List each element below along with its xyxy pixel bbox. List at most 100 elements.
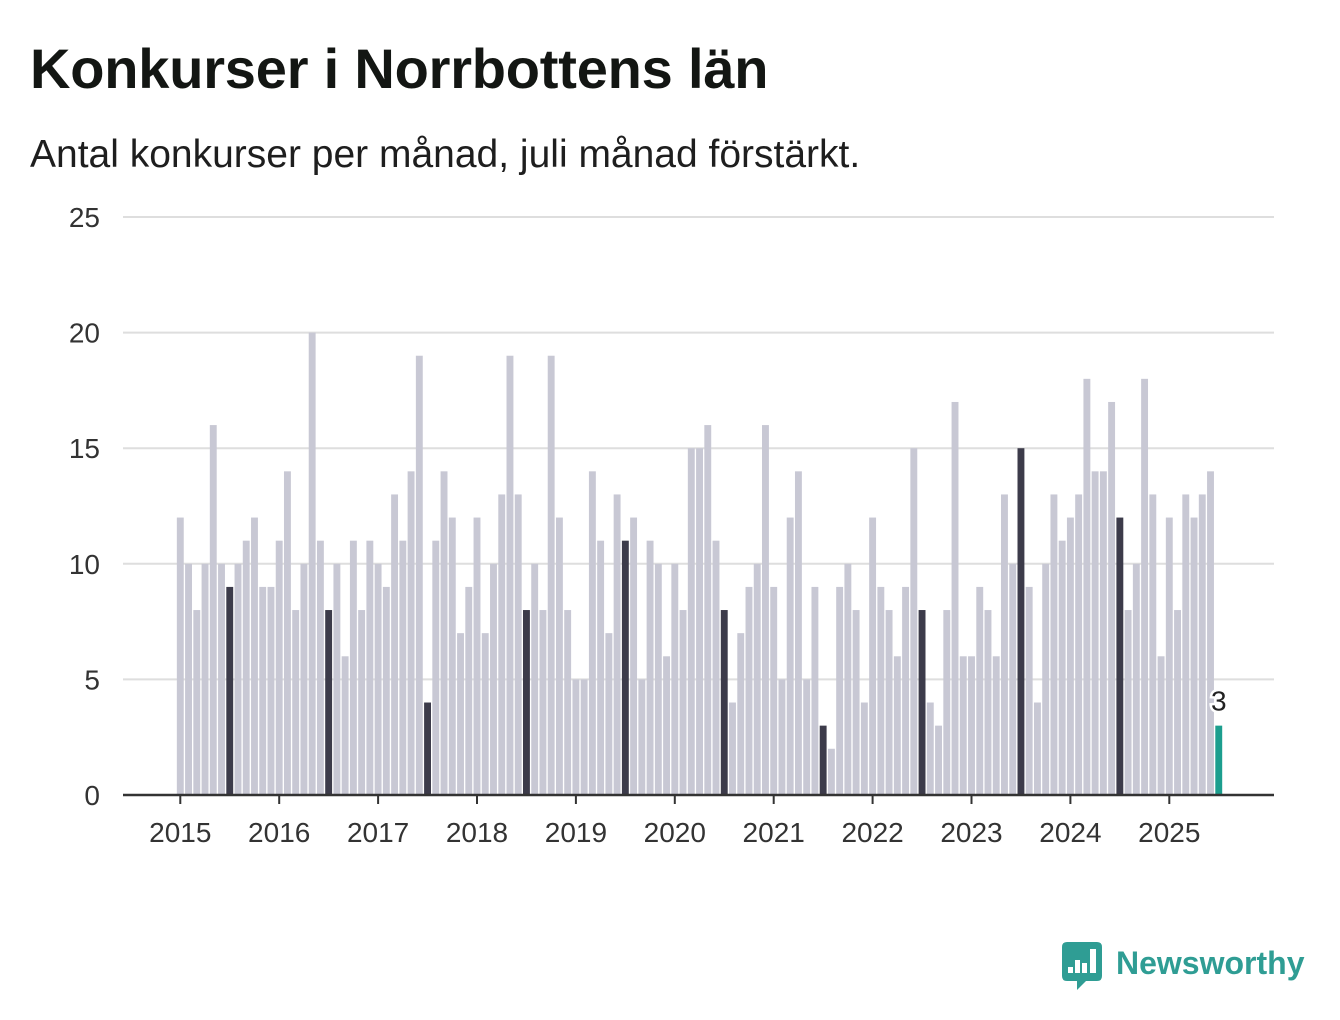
bar-2020-10 (745, 586, 753, 795)
bar-2019-12 (663, 656, 671, 795)
newsworthy-logo-icon (1062, 942, 1102, 990)
bar-2021-10 (844, 563, 852, 795)
bar-2017-01 (374, 563, 382, 795)
bar-2024-09 (1132, 563, 1140, 795)
bar-2023-11 (1050, 494, 1058, 795)
bar-2015-09 (242, 540, 250, 795)
bar-2024-04 (1091, 471, 1099, 795)
y-tick-label: 15 (69, 433, 100, 464)
bar-2017-10 (448, 517, 456, 795)
bar-2018-12 (564, 610, 572, 795)
bar-2017-05 (407, 471, 415, 795)
bar-2025-05 (1198, 494, 1206, 795)
bar-2021-06 (811, 586, 819, 795)
bar-2022-01 (869, 517, 877, 795)
bar-2015-04 (201, 563, 209, 795)
bar-2023-07 (1017, 448, 1025, 795)
bar-2018-05 (506, 355, 514, 795)
logo-bar (1075, 960, 1080, 973)
bar-2022-06 (910, 448, 918, 795)
x-tick-label: 2020 (644, 817, 706, 848)
x-tick-label: 2016 (248, 817, 310, 848)
bar-2021-02 (778, 679, 786, 795)
bar-2021-01 (770, 586, 778, 795)
bar-2016-08 (333, 563, 341, 795)
bar-2018-09 (539, 610, 547, 795)
bar-2015-11 (259, 586, 267, 795)
bar-2016-04 (300, 563, 308, 795)
bar-2020-08 (729, 702, 736, 795)
x-tick-label: 2025 (1138, 817, 1200, 848)
bar-2023-03 (984, 610, 992, 795)
bar-2017-04 (399, 540, 407, 795)
bar-2024-02 (1075, 494, 1083, 795)
bar-2025-06 (1207, 471, 1214, 795)
bar-2018-11 (555, 517, 563, 795)
bar-2016-10 (349, 540, 357, 795)
annotations: 3 (1208, 683, 1229, 719)
bar-2015-02 (185, 563, 192, 795)
bar-2015-06 (218, 563, 225, 795)
bar-2018-07 (523, 610, 530, 795)
bar-2024-11 (1149, 494, 1157, 795)
y-tick-label: 25 (69, 202, 100, 233)
bar-2022-04 (893, 656, 901, 795)
bar-2024-03 (1083, 378, 1091, 795)
bar-2024-10 (1141, 378, 1149, 795)
bar-2019-06 (613, 494, 621, 795)
bar-2019-04 (597, 540, 605, 795)
bar-2018-10 (547, 355, 555, 795)
bar-2020-06 (712, 540, 720, 795)
x-tick-label: 2023 (940, 817, 1002, 848)
bar-2021-04 (794, 471, 802, 795)
bar-2016-03 (292, 610, 300, 795)
logo-bar (1082, 963, 1087, 973)
bar-2025-02 (1174, 610, 1181, 795)
bar-2020-12 (762, 425, 769, 795)
x-tick-label: 2017 (347, 817, 409, 848)
x-tick-label: 2019 (545, 817, 607, 848)
bar-2023-04 (992, 656, 1000, 795)
chart-subtitle: Antal konkurser per månad, juli månad fö… (30, 133, 861, 176)
bar-2015-01 (176, 517, 184, 795)
bar-2023-02 (976, 586, 984, 795)
bar-2021-05 (803, 679, 811, 795)
x-tick-label: 2024 (1039, 817, 1101, 848)
logo-bar (1090, 949, 1096, 973)
y-tick-label: 5 (84, 664, 100, 695)
bar-2016-12 (366, 540, 374, 795)
bar-2015-07 (226, 586, 234, 795)
bar-2019-05 (605, 633, 613, 795)
bar-2023-08 (1025, 586, 1033, 795)
bar-2025-03 (1182, 494, 1190, 795)
bar-2017-11 (457, 633, 464, 795)
y-tick-label: 10 (69, 549, 100, 580)
bar-2020-03 (687, 448, 695, 795)
bar-2022-02 (877, 586, 885, 795)
x-tick-label: 2021 (743, 817, 805, 848)
bar-2016-11 (358, 610, 366, 795)
bar-2024-06 (1108, 401, 1116, 795)
data-label: 3 (1211, 686, 1227, 717)
bar-2022-10 (943, 610, 951, 795)
bar-2021-11 (852, 610, 860, 795)
bar-2019-09 (638, 679, 646, 795)
bar-2019-03 (588, 471, 596, 795)
bar-2022-11 (951, 401, 959, 795)
bar-2016-07 (325, 610, 333, 795)
bar-2015-08 (234, 563, 242, 795)
bar-2017-07 (424, 702, 431, 795)
bar-2016-06 (316, 540, 324, 795)
bar-2015-10 (251, 517, 258, 795)
bar-2025-07 (1215, 725, 1223, 795)
bar-2024-01 (1066, 517, 1074, 795)
bar-2016-01 (275, 540, 283, 795)
chart-title: Konkurser i Norrbottens län (30, 37, 769, 100)
logo-bar (1068, 967, 1073, 973)
bar-2024-12 (1157, 656, 1165, 795)
bar-2015-05 (209, 425, 217, 795)
bar-2022-05 (902, 586, 910, 795)
bar-2015-12 (267, 586, 275, 795)
bar-2023-06 (1009, 563, 1017, 795)
bar-2017-06 (415, 355, 423, 795)
